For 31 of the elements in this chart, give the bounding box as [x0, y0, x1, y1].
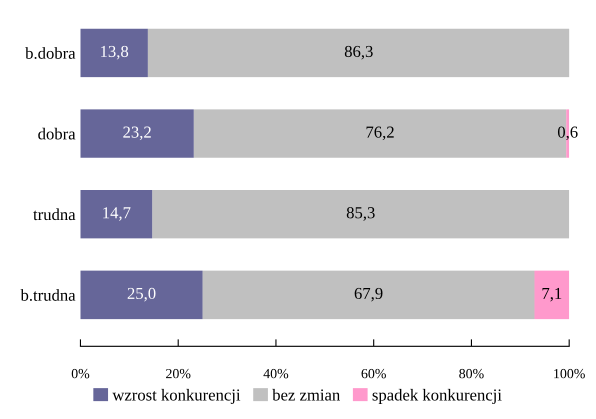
bar: [202, 270, 534, 320]
x-tick-label: 40%: [263, 368, 288, 378]
y-tick-label: dobra: [38, 128, 76, 140]
data-label: 13,8: [101, 46, 128, 60]
data-label: 0,6: [558, 126, 578, 140]
legend-label: wzrost konkurencji: [112, 388, 240, 404]
bar: [534, 270, 570, 320]
bar: [80, 270, 203, 320]
data-label: 67,9: [354, 288, 382, 302]
legend-label: spadek konkurencji: [372, 388, 502, 404]
data-label: 23,2: [123, 126, 151, 140]
y-tick-label: trudna: [33, 208, 76, 220]
x-tick-label: 60%: [362, 368, 386, 378]
data-label: 14,7: [103, 207, 130, 221]
bar: [80, 109, 194, 158]
data-label: 25,0: [128, 288, 156, 302]
bar: [148, 28, 570, 78]
x-tick-label: 20%: [166, 368, 190, 378]
bar: [80, 28, 148, 78]
data-label: 76,2: [366, 126, 394, 140]
legend-label: bez zmian: [272, 388, 340, 401]
bar: [152, 190, 570, 238]
data-label: 86,3: [344, 46, 373, 60]
data-label: 85,3: [346, 207, 375, 221]
x-tick-label: 0%: [72, 368, 90, 378]
y-tick-label: b.dobra: [25, 47, 76, 59]
x-tick-label: 80%: [459, 368, 484, 378]
y-tick-label: b.trudna: [20, 289, 76, 301]
bar: [80, 190, 152, 238]
data-label: 7,1: [542, 288, 562, 302]
x-tick-label: 100%: [554, 368, 585, 378]
